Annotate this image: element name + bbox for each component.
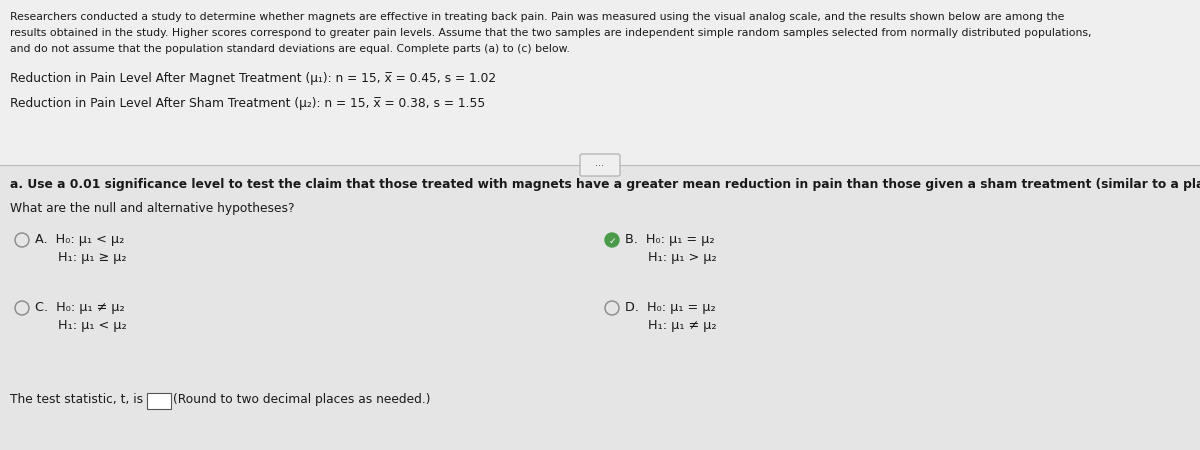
Text: What are the null and alternative hypotheses?: What are the null and alternative hypoth… <box>10 202 294 215</box>
Circle shape <box>605 233 619 247</box>
Bar <box>0 0 1200 165</box>
Text: The test statistic, t, is: The test statistic, t, is <box>10 393 143 406</box>
Text: Reduction in Pain Level After Sham Treatment (μ₂): n = 15, x̅ = 0.38, s = 1.55: Reduction in Pain Level After Sham Treat… <box>10 97 485 110</box>
FancyBboxPatch shape <box>580 154 620 176</box>
Text: and do not assume that the population standard deviations are equal. Complete pa: and do not assume that the population st… <box>10 44 570 54</box>
Text: H₁: μ₁ < μ₂: H₁: μ₁ < μ₂ <box>58 319 127 332</box>
Text: Reduction in Pain Level After Magnet Treatment (μ₁): n = 15, x̅ = 0.45, s = 1.02: Reduction in Pain Level After Magnet Tre… <box>10 72 496 85</box>
Text: H₁: μ₁ ≥ μ₂: H₁: μ₁ ≥ μ₂ <box>58 251 127 264</box>
Text: ···: ··· <box>595 161 605 171</box>
Text: (Round to two decimal places as needed.): (Round to two decimal places as needed.) <box>173 393 431 406</box>
Bar <box>0 165 1200 450</box>
Text: A.  H₀: μ₁ < μ₂: A. H₀: μ₁ < μ₂ <box>35 233 125 246</box>
FancyBboxPatch shape <box>148 393 172 409</box>
Text: B.  H₀: μ₁ = μ₂: B. H₀: μ₁ = μ₂ <box>625 233 715 246</box>
Text: H₁: μ₁ > μ₂: H₁: μ₁ > μ₂ <box>648 251 716 264</box>
Text: C.  H₀: μ₁ ≠ μ₂: C. H₀: μ₁ ≠ μ₂ <box>35 301 125 314</box>
Text: H₁: μ₁ ≠ μ₂: H₁: μ₁ ≠ μ₂ <box>648 319 716 332</box>
Text: D.  H₀: μ₁ = μ₂: D. H₀: μ₁ = μ₂ <box>625 301 715 314</box>
Text: Researchers conducted a study to determine whether magnets are effective in trea: Researchers conducted a study to determi… <box>10 12 1064 22</box>
Text: a. Use a 0.01 significance level to test the claim that those treated with magne: a. Use a 0.01 significance level to test… <box>10 178 1200 191</box>
Text: ✓: ✓ <box>608 237 616 246</box>
Text: results obtained in the study. Higher scores correspond to greater pain levels. : results obtained in the study. Higher sc… <box>10 28 1092 38</box>
